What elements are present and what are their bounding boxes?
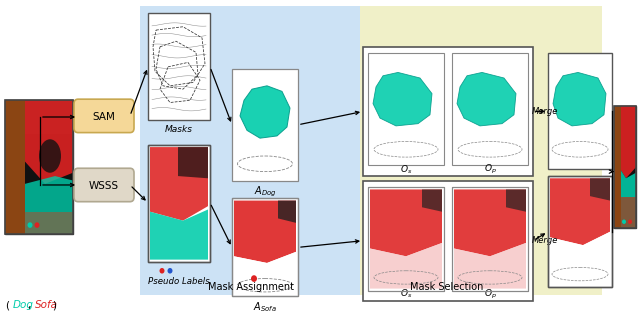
Polygon shape	[5, 100, 25, 234]
Text: Pseudo Labels: Pseudo Labels	[148, 277, 210, 286]
Bar	[5, 100, 73, 234]
Circle shape	[628, 220, 632, 224]
Text: Merge: Merge	[532, 236, 558, 245]
Polygon shape	[621, 197, 636, 228]
Polygon shape	[454, 243, 526, 289]
Bar	[452, 53, 528, 165]
Text: $O_p$: $O_p$	[484, 163, 497, 176]
Polygon shape	[621, 106, 636, 178]
Polygon shape	[422, 189, 442, 212]
Circle shape	[168, 268, 173, 274]
Bar	[614, 106, 621, 228]
Bar	[548, 176, 612, 287]
Polygon shape	[590, 178, 610, 201]
Bar	[148, 145, 210, 262]
Bar	[614, 106, 636, 228]
Bar	[363, 181, 533, 301]
Bar	[368, 187, 444, 291]
Bar	[148, 13, 210, 120]
Text: Masks: Masks	[165, 125, 193, 134]
Ellipse shape	[39, 139, 61, 173]
Text: Dog: Dog	[13, 300, 34, 310]
Text: $A_{Dog}$: $A_{Dog}$	[253, 184, 276, 199]
Text: ): )	[52, 300, 56, 310]
Circle shape	[159, 268, 164, 274]
Bar	[452, 187, 528, 291]
Bar	[232, 198, 298, 296]
Polygon shape	[25, 212, 73, 234]
Bar	[140, 6, 362, 295]
FancyBboxPatch shape	[74, 168, 134, 202]
Polygon shape	[370, 243, 442, 289]
Polygon shape	[373, 72, 432, 126]
Text: (: (	[5, 300, 9, 310]
FancyBboxPatch shape	[74, 99, 134, 133]
Polygon shape	[553, 72, 606, 126]
Polygon shape	[506, 189, 526, 212]
Bar	[232, 198, 298, 296]
Bar	[614, 106, 636, 228]
Polygon shape	[150, 147, 208, 221]
Polygon shape	[278, 201, 296, 223]
Text: Sofa: Sofa	[35, 300, 58, 310]
Text: Mask Selection: Mask Selection	[410, 282, 484, 292]
Polygon shape	[550, 232, 610, 285]
Circle shape	[622, 220, 626, 224]
Bar	[368, 187, 444, 291]
Bar	[368, 53, 444, 165]
Text: $O_p$: $O_p$	[484, 288, 497, 301]
Polygon shape	[457, 72, 516, 126]
Text: $O_s$: $O_s$	[400, 163, 412, 176]
Polygon shape	[25, 100, 73, 184]
Text: $A_{Sofa}$: $A_{Sofa}$	[253, 301, 277, 312]
Bar	[452, 187, 528, 291]
Polygon shape	[234, 201, 296, 263]
Bar	[360, 6, 602, 295]
Circle shape	[35, 222, 40, 228]
Polygon shape	[454, 189, 526, 256]
Polygon shape	[621, 170, 636, 197]
Bar	[232, 69, 298, 181]
Polygon shape	[25, 176, 73, 234]
Text: ,: ,	[27, 300, 30, 310]
Bar	[363, 47, 533, 176]
Polygon shape	[240, 86, 290, 138]
Polygon shape	[25, 100, 73, 134]
Polygon shape	[150, 209, 208, 260]
Polygon shape	[178, 147, 208, 178]
Text: SAM: SAM	[93, 112, 115, 122]
Text: $O_s$: $O_s$	[400, 288, 412, 300]
Text: Mask Assignment: Mask Assignment	[208, 282, 294, 292]
Polygon shape	[550, 178, 610, 245]
Circle shape	[251, 275, 257, 282]
Polygon shape	[370, 189, 442, 256]
Text: Merge: Merge	[532, 107, 558, 116]
Circle shape	[28, 222, 33, 228]
Bar	[548, 176, 612, 287]
Bar	[548, 53, 612, 169]
Bar	[148, 145, 210, 262]
Polygon shape	[234, 252, 296, 294]
Bar	[5, 100, 73, 234]
Text: WSSS: WSSS	[89, 181, 119, 191]
